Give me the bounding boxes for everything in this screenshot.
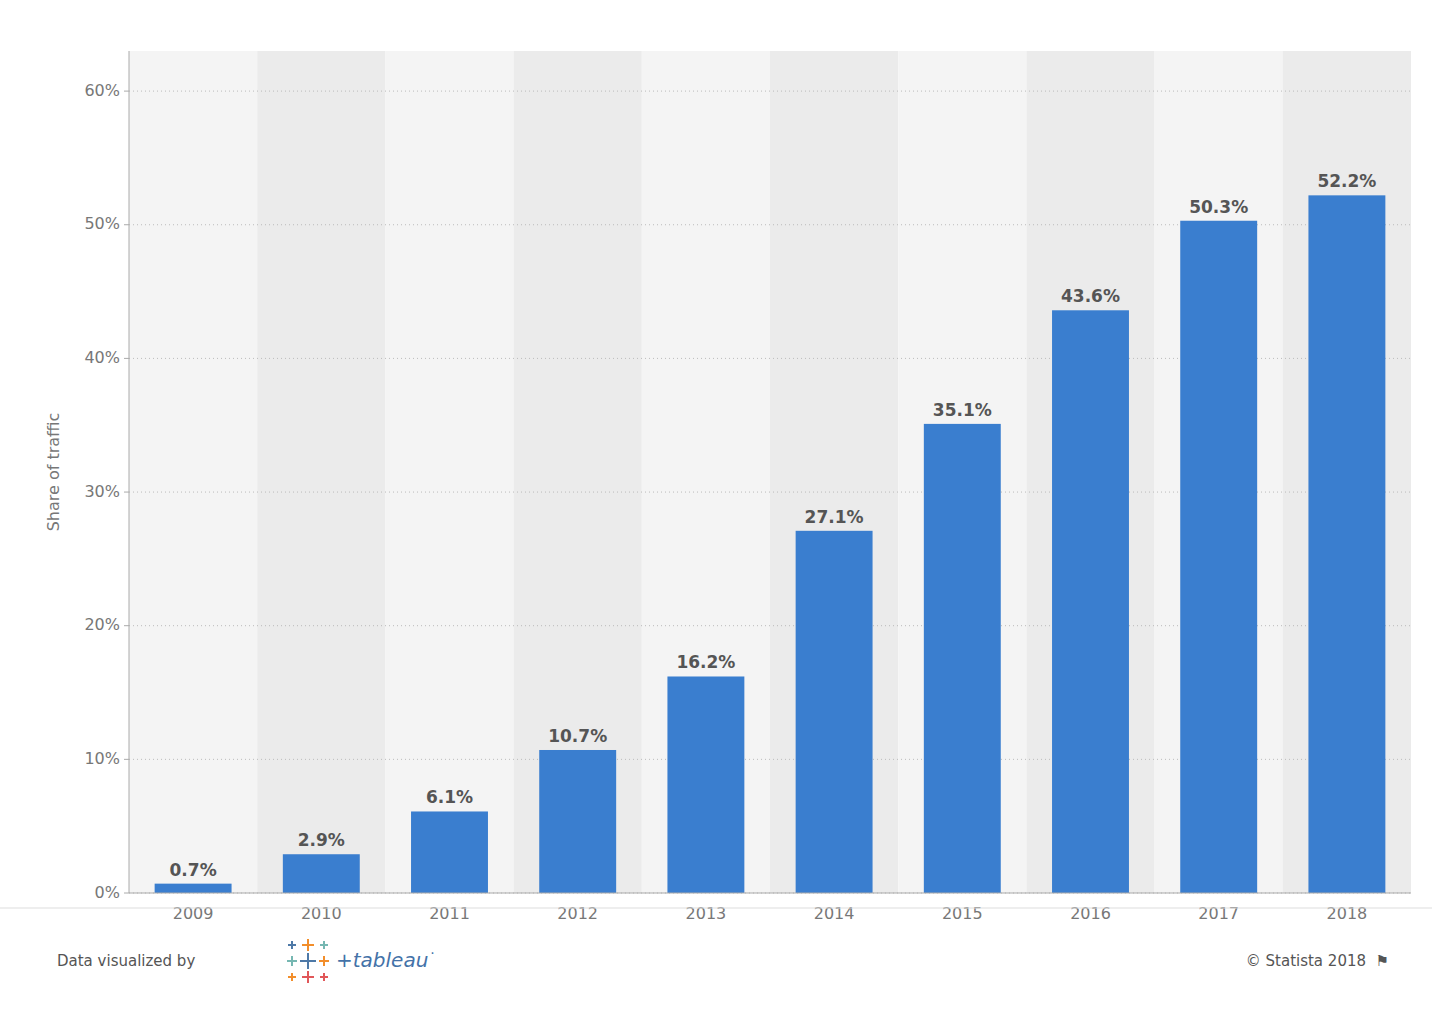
data-labels: 0.7% 2.9% 6.1% 10.7% 16.2% 27.1% 35.1% 43.6% 50.… xyxy=(170,171,1377,879)
y-tick xyxy=(124,358,129,359)
y-tick-label: 30% xyxy=(84,482,120,501)
band xyxy=(1155,51,1283,893)
logo-plus xyxy=(302,971,314,983)
y-axis: 0% 10% 20% 30% 40% 50% 60% xyxy=(84,51,129,902)
y-axis-line xyxy=(129,51,130,893)
y-tick xyxy=(124,625,129,626)
logo-icon xyxy=(287,939,329,983)
background xyxy=(0,0,1432,1026)
bar xyxy=(667,676,744,893)
bar xyxy=(1052,310,1129,893)
bar xyxy=(283,854,360,893)
band xyxy=(1283,51,1411,893)
data-label: 16.2% xyxy=(676,652,735,672)
data-label: 50.3% xyxy=(1189,197,1248,217)
data-label: 2.9% xyxy=(298,830,345,850)
data-label: 52.2% xyxy=(1317,171,1376,191)
logo-plus xyxy=(320,973,328,981)
x-tick-label: 2012 xyxy=(557,904,598,923)
logo-plus xyxy=(319,956,329,966)
band xyxy=(129,51,257,893)
footer: Data visualized by +tableau· © Statista 20… xyxy=(0,908,1432,983)
data-label: 6.1% xyxy=(426,787,473,807)
y-tick xyxy=(124,893,129,894)
logo-plus xyxy=(300,953,316,969)
bar xyxy=(1308,195,1385,893)
data-label: 0.7% xyxy=(170,860,217,880)
grid-line xyxy=(129,91,1411,92)
y-tick-label: 20% xyxy=(84,615,120,634)
band xyxy=(514,51,642,893)
logo-plus xyxy=(287,956,297,966)
bar xyxy=(539,750,616,893)
bar xyxy=(1180,221,1257,893)
x-tick-label: 2018 xyxy=(1327,904,1368,923)
data-label: 43.6% xyxy=(1061,286,1120,306)
data-label: 35.1% xyxy=(933,400,992,420)
logo-dot: · xyxy=(430,945,434,961)
y-tick xyxy=(124,492,129,493)
y-tick-label: 50% xyxy=(84,214,120,233)
band xyxy=(1026,51,1154,893)
bands xyxy=(129,51,1411,893)
grid xyxy=(129,91,1411,893)
y-tick-label: 10% xyxy=(84,749,120,768)
bar xyxy=(411,811,488,893)
x-tick-label: 2016 xyxy=(1070,904,1111,923)
band xyxy=(642,51,770,893)
x-tick-label: 2010 xyxy=(301,904,342,923)
bar xyxy=(796,531,873,893)
logo-plus xyxy=(288,941,296,949)
y-axis-label: Share of traffic xyxy=(44,413,63,532)
x-tick-label: 2009 xyxy=(173,904,214,923)
bars xyxy=(155,195,1386,893)
x-tick-label: 2015 xyxy=(942,904,983,923)
chart: 0% 10% 20% 30% 40% 50% 60% Share of traffic 0.7%… xyxy=(0,0,1432,1026)
band xyxy=(385,51,513,893)
data-label: 10.7% xyxy=(548,726,607,746)
x-tick-label: 2017 xyxy=(1198,904,1239,923)
band xyxy=(257,51,385,893)
y-tick-label: 40% xyxy=(84,348,120,367)
footer-separator xyxy=(0,908,1432,909)
footer-right: © Statista 2018 ⚑ xyxy=(1246,952,1389,970)
y-tick xyxy=(124,91,129,92)
bar xyxy=(155,884,232,893)
logo-plus xyxy=(302,939,314,951)
y-tick-label: 60% xyxy=(84,81,120,100)
bar xyxy=(924,424,1001,893)
logo-plus xyxy=(288,973,296,981)
band xyxy=(770,51,898,893)
footer-left: Data visualized by xyxy=(57,952,195,970)
x-tick-label: 2011 xyxy=(429,904,470,923)
data-label: 27.1% xyxy=(805,507,864,527)
y-tick-label: 0% xyxy=(95,883,120,902)
grid-line xyxy=(129,893,1411,894)
y-tick xyxy=(124,224,129,225)
x-tick-label: 2013 xyxy=(686,904,727,923)
logo-text: +tableau xyxy=(336,948,428,972)
band xyxy=(898,51,1026,893)
logo-plus xyxy=(320,941,328,949)
x-tick-label: 2014 xyxy=(814,904,855,923)
x-axis-line xyxy=(129,893,1411,894)
y-tick xyxy=(124,759,129,760)
